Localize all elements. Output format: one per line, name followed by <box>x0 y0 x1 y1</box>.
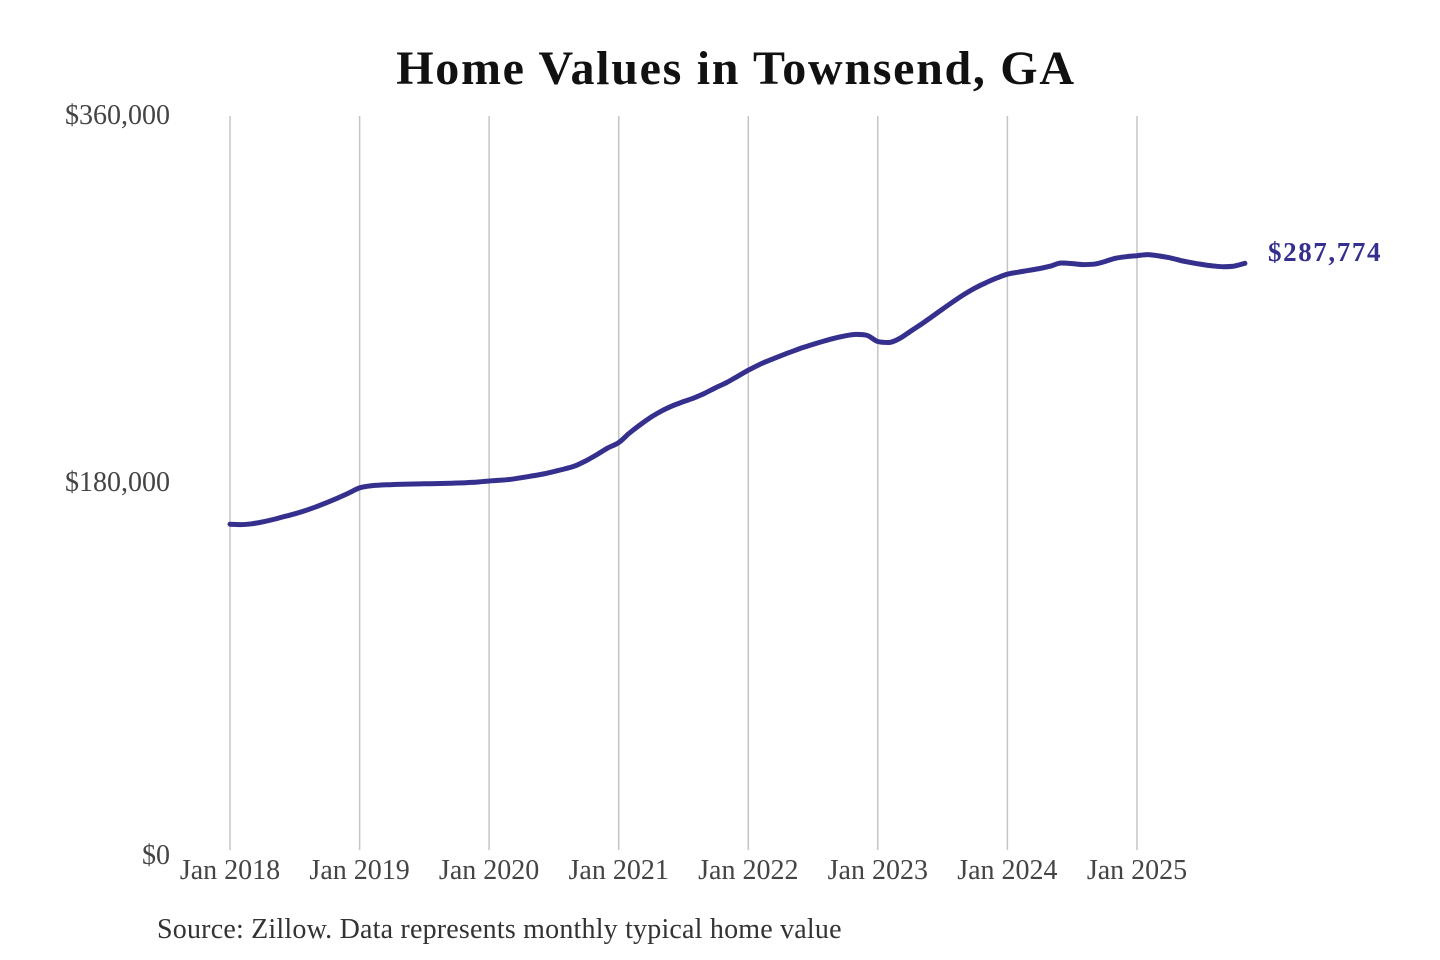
svg-text:Jan 2018: Jan 2018 <box>180 855 280 886</box>
svg-text:Jan 2025: Jan 2025 <box>1087 855 1187 886</box>
svg-text:Jan 2022: Jan 2022 <box>698 855 798 886</box>
svg-text:$360,000: $360,000 <box>65 100 170 131</box>
svg-text:Jan 2024: Jan 2024 <box>957 855 1057 886</box>
svg-text:Home Values in Townsend, GA: Home Values in Townsend, GA <box>396 42 1075 95</box>
svg-text:Jan 2020: Jan 2020 <box>439 855 539 886</box>
svg-text:$0: $0 <box>142 840 170 871</box>
svg-text:$287,774: $287,774 <box>1268 237 1382 267</box>
svg-text:Source: Zillow. Data represent: Source: Zillow. Data represents monthly … <box>157 914 842 945</box>
svg-text:Jan 2019: Jan 2019 <box>309 855 409 886</box>
svg-text:$180,000: $180,000 <box>65 467 170 498</box>
svg-text:Jan 2021: Jan 2021 <box>569 855 669 886</box>
svg-text:Jan 2023: Jan 2023 <box>828 855 928 886</box>
